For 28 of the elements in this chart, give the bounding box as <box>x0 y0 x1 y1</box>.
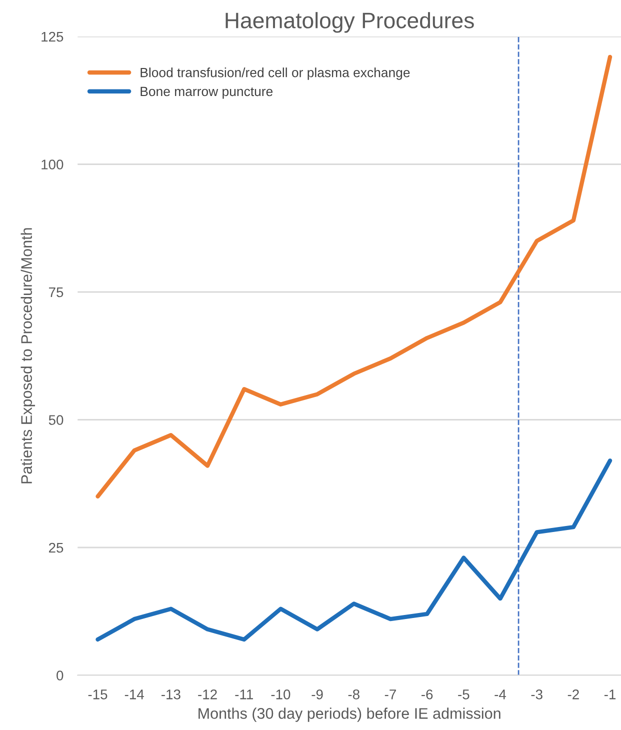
line-series <box>96 54 612 498</box>
x-tick-label: -11 <box>235 690 253 700</box>
x-tick-label: -10 <box>271 690 290 700</box>
y-tick-label: 0 <box>56 670 64 680</box>
y-tick-label: 75 <box>49 287 64 298</box>
x-tick-label: -12 <box>198 690 217 700</box>
x-tick-label: -13 <box>162 690 180 700</box>
legend-label: Bone marrow puncture <box>140 86 273 99</box>
x-tick-label: -4 <box>494 690 506 700</box>
legend-label: Blood transfusion/red cell or plasma exchange <box>140 68 410 80</box>
x-tick-label: -5 <box>458 690 470 700</box>
line-series <box>96 458 612 642</box>
y-axis-title: Patients Exposed to Procedure/Month <box>20 228 36 484</box>
x-tick-label: -9 <box>312 690 323 700</box>
y-tick-label: 50 <box>48 415 64 425</box>
y-tick-label: 100 <box>42 160 64 170</box>
x-tick-label: -2 <box>568 690 579 700</box>
x-tick-label: -7 <box>384 690 396 700</box>
x-axis-title: Months (30 day periods) before IE admission <box>198 708 500 722</box>
x-tick-label: -14 <box>124 690 144 700</box>
chart-title: Haematology Procedures <box>226 12 474 33</box>
y-tick-label: 125 <box>42 32 64 42</box>
x-tick-label: -1 <box>604 690 616 700</box>
x-tick-label: -8 <box>348 690 360 700</box>
x-tick-label: -15 <box>88 690 108 700</box>
y-tick-label: 25 <box>48 542 64 553</box>
x-tick-label: -6 <box>422 690 433 700</box>
x-tick-label: -3 <box>531 690 542 700</box>
